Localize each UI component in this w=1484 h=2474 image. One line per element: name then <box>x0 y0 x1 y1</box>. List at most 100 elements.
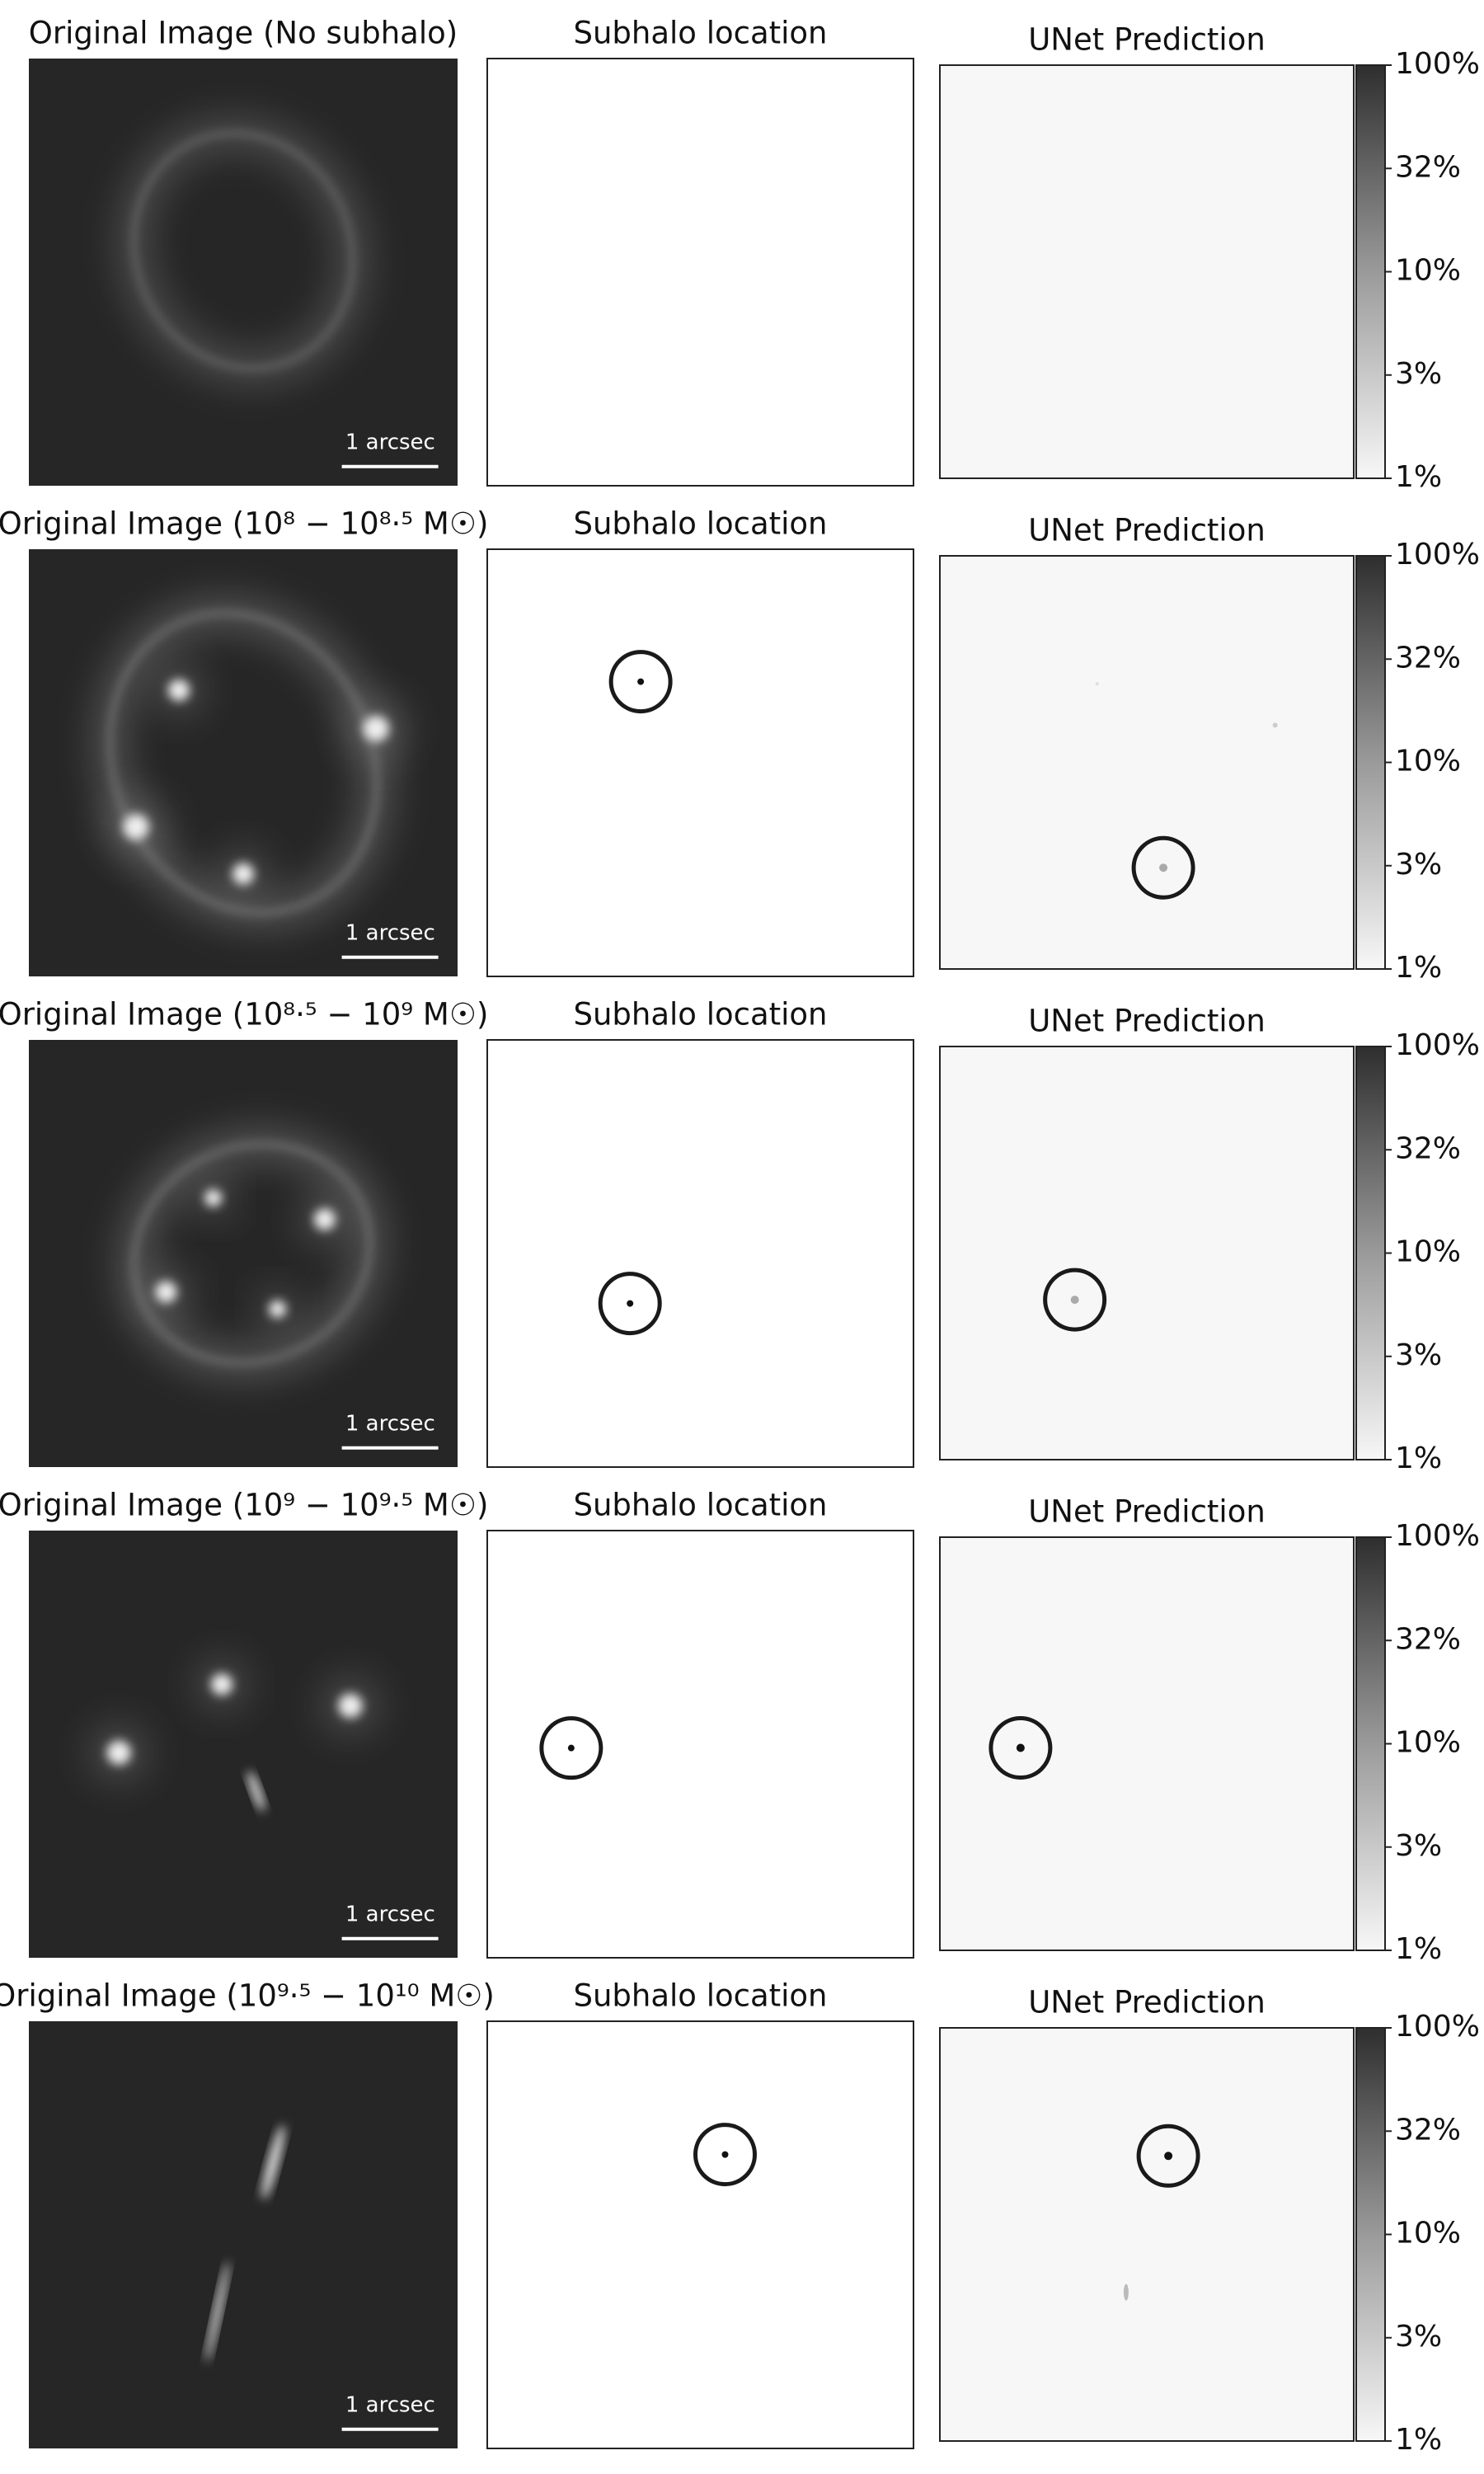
prediction-panel <box>939 64 1355 479</box>
subhalo-circle <box>608 650 673 714</box>
subhalo-title: Subhalo location <box>573 1488 827 1523</box>
prediction-title: UNet Prediction <box>1028 1004 1266 1039</box>
colorbar-tick-label: 32% <box>1395 1622 1461 1656</box>
prediction-circle <box>1131 835 1195 900</box>
prediction-spot <box>1016 1743 1025 1752</box>
speck <box>1095 682 1099 686</box>
scale-bar-label: 1 arcsec <box>345 2393 435 2418</box>
colorbar <box>1355 2027 1386 2442</box>
subhalo-dot <box>721 2151 729 2158</box>
subhalo-panel <box>486 548 914 977</box>
colorbar-tick-label: 3% <box>1395 1829 1442 1863</box>
blob <box>204 1189 222 1207</box>
prediction-title: UNet Prediction <box>1028 1985 1266 2020</box>
lens-light <box>206 2124 284 2363</box>
streak <box>261 2124 284 2200</box>
colorbar-tick-label: 100% <box>1395 1028 1480 1062</box>
blob <box>338 1693 363 1718</box>
prediction-circle <box>1043 1268 1107 1332</box>
colorbar-tick-label: 10% <box>1395 1235 1461 1269</box>
colorbar <box>1355 1046 1386 1460</box>
colorbar-tick-label: 1% <box>1395 1932 1442 1966</box>
blob <box>123 814 149 840</box>
speck <box>1123 2284 1129 2301</box>
colorbar-tick-label: 100% <box>1395 47 1480 81</box>
prediction-circle <box>989 1716 1053 1780</box>
colorbar-tick-label: 100% <box>1395 2010 1480 2044</box>
subhalo-panel <box>486 1530 914 1959</box>
colorbar-tick-label: 100% <box>1395 538 1480 571</box>
colorbar <box>1355 555 1386 970</box>
original-title: Original Image (No subhalo) <box>29 16 458 51</box>
colorbar <box>1355 64 1386 479</box>
prediction-panel <box>939 1046 1355 1460</box>
lens-light <box>88 1657 381 1812</box>
subhalo-panel <box>486 58 914 487</box>
colorbar-tick-label: 1% <box>1395 1442 1442 1475</box>
original-title: Original Image (10⁹ − 10⁹·⁵ M☉) <box>0 1488 488 1523</box>
blob <box>106 1740 131 1765</box>
blob <box>313 1208 336 1230</box>
colorbar-tick-label: 100% <box>1395 1519 1480 1553</box>
colorbar-tick-label: 32% <box>1395 2113 1461 2147</box>
original-title: Original Image (10⁹·⁵ − 10¹⁰ M☉) <box>0 1978 495 2014</box>
original-title: Original Image (10⁸ − 10⁸·⁵ M☉) <box>0 506 488 542</box>
prediction-title: UNet Prediction <box>1028 513 1266 548</box>
subhalo-circle <box>693 2123 757 2187</box>
blob <box>363 715 389 742</box>
blob <box>211 1673 232 1696</box>
lens-light <box>117 116 369 385</box>
colorbar-tick-label: 32% <box>1395 150 1461 184</box>
speck <box>1272 722 1278 728</box>
colorbar-tick-label: 3% <box>1395 2320 1442 2354</box>
prediction-spot <box>1164 2152 1173 2161</box>
blob <box>232 863 254 885</box>
colorbar-tick-label: 3% <box>1395 357 1442 391</box>
colorbar-tick-label: 1% <box>1395 460 1442 494</box>
prediction-title: UNet Prediction <box>1028 22 1266 58</box>
streak <box>206 2261 229 2363</box>
subhalo-circle <box>539 1716 603 1780</box>
colorbar-tick-label: 10% <box>1395 254 1461 288</box>
subhalo-title: Subhalo location <box>573 1978 827 2014</box>
lens-image <box>29 2021 458 2448</box>
subhalo-dot <box>627 1300 634 1307</box>
subhalo-title: Subhalo location <box>573 506 827 542</box>
blob <box>269 1300 286 1318</box>
original-title: Original Image (10⁸·⁵ − 10⁹ M☉) <box>0 997 488 1032</box>
scale-bar-label: 1 arcsec <box>345 1903 435 1927</box>
colorbar-tick-label: 3% <box>1395 1338 1442 1372</box>
streak <box>247 1771 265 1812</box>
colorbar-tick-label: 1% <box>1395 951 1442 985</box>
colorbar-tick-label: 10% <box>1395 2217 1461 2251</box>
prediction-spot <box>1070 1296 1079 1305</box>
blob <box>155 1281 177 1303</box>
subhalo-title: Subhalo location <box>573 997 827 1032</box>
subhalo-dot <box>567 1744 575 1752</box>
prediction-circle <box>1136 2124 1200 2188</box>
lens-light <box>117 1127 387 1380</box>
subhalo-panel <box>486 2020 914 2449</box>
lens-light <box>93 596 409 929</box>
colorbar-tick-label: 10% <box>1395 745 1461 778</box>
subhalo-title: Subhalo location <box>573 16 827 51</box>
subhalo-panel <box>486 1039 914 1468</box>
scale-bar-label: 1 arcsec <box>345 921 435 946</box>
colorbar-tick-label: 32% <box>1395 1131 1461 1165</box>
subhalo-dot <box>637 678 645 685</box>
prediction-title: UNet Prediction <box>1028 1494 1266 1530</box>
colorbar-tick-label: 1% <box>1395 2423 1442 2457</box>
prediction-spot <box>1159 863 1168 872</box>
colorbar-tick-label: 3% <box>1395 848 1442 882</box>
prediction-panel <box>939 1536 1355 1951</box>
colorbar-tick-label: 10% <box>1395 1726 1461 1760</box>
prediction-panel <box>939 2027 1355 2442</box>
prediction-panel <box>939 555 1355 970</box>
colorbar-tick-label: 32% <box>1395 641 1461 675</box>
ring-core <box>130 129 356 372</box>
scale-bar-label: 1 arcsec <box>345 1412 435 1437</box>
scale-bar-label: 1 arcsec <box>345 430 435 455</box>
lens-image <box>29 1040 458 1467</box>
subhalo-circle <box>598 1272 662 1336</box>
